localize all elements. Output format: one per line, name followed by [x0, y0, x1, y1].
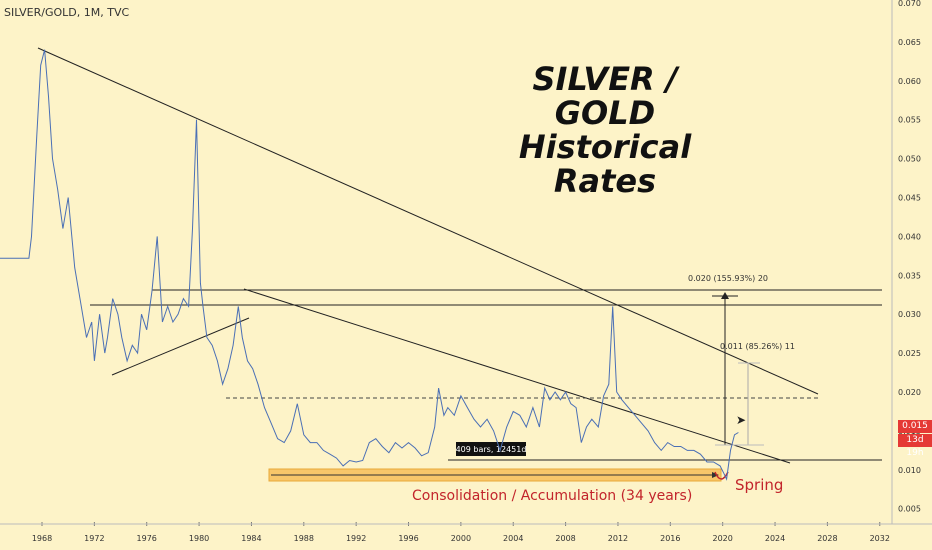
x-tick-label: 1984 [241, 534, 261, 543]
y-tick-label: 0.010 [898, 466, 921, 475]
support-uptrend-line [111, 317, 250, 376]
x-tick-label: 1968 [32, 534, 52, 543]
y-tick-label: 0.035 [898, 271, 921, 280]
x-tick-label: 2032 [870, 534, 890, 543]
bars-label: 409 bars, 12451d [456, 445, 527, 454]
y-tick-label: 0.025 [898, 349, 921, 358]
major-downtrend-line [37, 47, 819, 395]
x-tick-label: 2016 [660, 534, 680, 543]
x-tick-label: 1972 [84, 534, 104, 543]
y-tick-label: 0.055 [898, 116, 921, 125]
x-tick-label: 2004 [503, 534, 523, 543]
measure-label-2: 0.011 (85.26%) 11 [720, 342, 795, 351]
chart-header: SILVER/GOLD, 1M, TVC [4, 6, 130, 19]
x-tick-label: 2024 [765, 534, 785, 543]
x-tick-label: 2008 [555, 534, 575, 543]
x-tick-label: 2000 [451, 534, 471, 543]
y-tick-label: 0.060 [898, 77, 921, 86]
y-tick-label: 0.050 [898, 155, 921, 164]
y-tick-label: 0.005 [898, 505, 921, 514]
x-tick-label: 1976 [137, 534, 157, 543]
y-tick-label: 0.020 [898, 388, 921, 397]
x-tick-label: 1996 [398, 534, 418, 543]
rocket-icon: ➤ [736, 413, 746, 427]
spring-label: Spring [735, 476, 783, 494]
last-price-badge: 0.015 [898, 420, 932, 433]
countdown-badge: 13d 19h [898, 434, 932, 458]
price-series-line [0, 49, 739, 481]
consolidation-label: Consolidation / Accumulation (34 years) [412, 488, 692, 504]
x-tick-label: 1992 [346, 534, 366, 543]
y-tick-label: 0.070 [898, 0, 921, 8]
bars-label-bg [456, 442, 526, 456]
x-tick-label: 2020 [713, 534, 733, 543]
consolidation-arrowhead [712, 472, 719, 478]
x-tick-label: 1988 [294, 534, 314, 543]
chart-title-line1: SILVER / GOLD [532, 60, 678, 132]
y-tick-label: 0.040 [898, 232, 921, 241]
y-tick-label: 0.030 [898, 310, 921, 319]
secondary-downtrend-line [243, 288, 791, 464]
measure-label-1: 0.020 (155.93%) 20 [688, 274, 768, 283]
y-tick-label: 0.065 [898, 38, 921, 47]
x-tick-label: 2028 [817, 534, 837, 543]
chart-title-line2: Historical Rates [518, 128, 692, 200]
x-tick-label: 2012 [608, 534, 628, 543]
drawing-layer: 0.020 (155.93%) 20 0.011 (85.26%) 11 409… [37, 47, 882, 504]
y-tick-label: 0.045 [898, 194, 921, 203]
chart-title: SILVER / GOLD Historical Rates [480, 62, 730, 198]
x-tick-label: 1980 [189, 534, 209, 543]
